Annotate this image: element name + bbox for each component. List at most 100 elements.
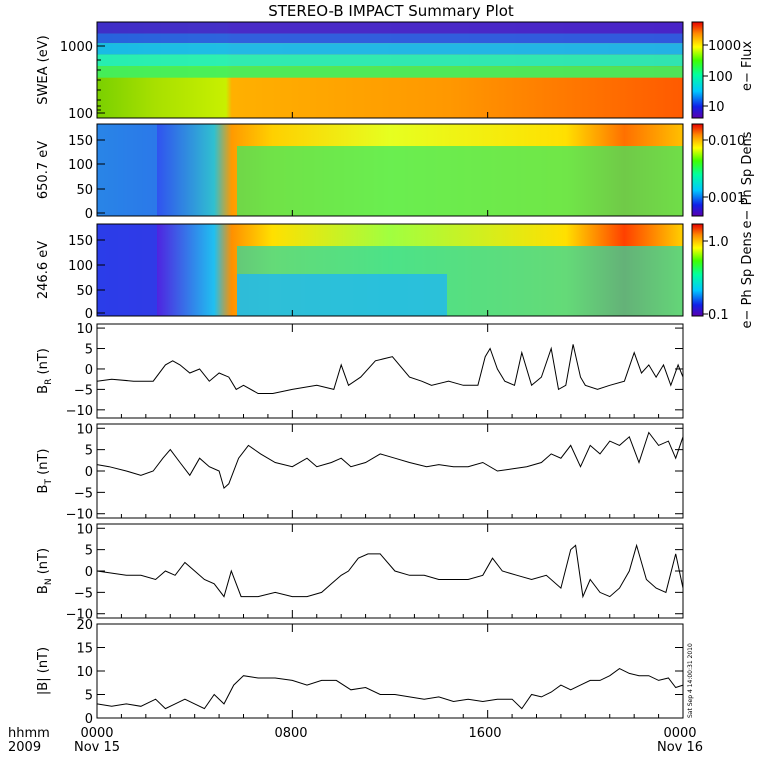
bmag-ylabel: |B| (nT) — [36, 647, 51, 695]
pad650-early-band — [97, 124, 157, 216]
pad246-low-band — [237, 274, 447, 316]
pad246-colorbar-tick-label: 1.0 — [708, 235, 729, 250]
swea-colorbar-label: e− Flux — [740, 41, 755, 91]
br-ylabel-main: B — [36, 385, 51, 394]
br-ylabel-unit: (nT) — [36, 348, 51, 378]
br-ytick-label: −10 — [66, 404, 93, 419]
pad246-frame — [96, 223, 684, 317]
swea-ylabel: SWEA (eV) — [36, 35, 51, 104]
bn-ytick-label: 10 — [76, 522, 93, 537]
swea-colorbar — [691, 21, 704, 119]
bt-ytick-label: 0 — [85, 465, 93, 480]
pad246-ytick-label: 0 — [85, 307, 93, 322]
br-frame — [96, 323, 684, 419]
bn-ylabel: BN (nT) — [36, 548, 54, 594]
pad650-ylabel: 650.7 eV — [36, 141, 51, 199]
chart-title: STEREO-B IMPACT Summary Plot — [268, 2, 514, 20]
swea-colorbar-tick-label: 100 — [708, 70, 733, 85]
pad650-mid-band — [237, 146, 683, 216]
bn-ytick-label: −5 — [74, 586, 93, 601]
time-axis-0000-start: 0000 — [80, 726, 113, 741]
bmag-frame — [96, 623, 684, 719]
br-ytick-label: −5 — [74, 383, 93, 398]
swea-colorbar-tick-label: 1000 — [708, 39, 741, 54]
swea-energy-band — [97, 43, 683, 55]
swea-energy-band — [97, 33, 683, 44]
pad246-ytick-label: 150 — [68, 234, 93, 249]
bn-ytick-label: 5 — [85, 544, 93, 559]
pad650-ytick-label: 100 — [68, 158, 93, 173]
br-panel: 10 5 0 −5 −10 BR (nT) — [36, 322, 684, 419]
time-axis-hhmm: hhmm — [8, 726, 50, 741]
pad650-colorbar — [691, 123, 704, 217]
bn-series-line — [96, 543, 684, 599]
pad246-ytick-label: 100 — [68, 259, 93, 274]
pad246-colorbar — [691, 223, 704, 317]
time-axis-0800: 0800 — [274, 726, 307, 741]
pad246-ylabel: 246.6 eV — [36, 241, 51, 299]
pad650-ytick-label: 50 — [76, 183, 93, 198]
time-axis: hhmm 0000 0800 1600 0000 2009 Nov 15 Nov… — [8, 726, 703, 755]
bmag-ytick-label: 10 — [76, 665, 93, 680]
pad650-frame — [96, 123, 684, 217]
pad246-colorbar-label: e− Ph Sp Dens — [740, 231, 755, 328]
bt-series-line — [96, 431, 684, 490]
pad246-early-band — [97, 224, 157, 316]
time-axis-0000-end: 0000 — [663, 726, 696, 741]
bn-ytick-label: 0 — [85, 565, 93, 580]
time-axis-end-date: Nov 16 — [657, 740, 703, 755]
bt-ylabel: BT (nT) — [36, 449, 54, 494]
pad246-panel: 150 100 50 0 246.6 eV 1.0 0.1 e− Ph Sp Dens — [36, 223, 755, 328]
bt-ytick-label: −10 — [66, 508, 93, 523]
bn-ylabel-unit: (nT) — [36, 548, 51, 578]
time-axis-start-date: Nov 15 — [74, 740, 120, 755]
pad650-colorbar-tick-label: 0.001 — [708, 191, 745, 206]
time-axis-1600: 1600 — [468, 726, 501, 741]
bmag-ylabel-main: |B| — [36, 677, 51, 695]
bmag-ytick-label: 15 — [76, 642, 93, 657]
pad650-colorbar-tick-label: 0.010 — [708, 134, 745, 149]
pad650-ytick-label: 150 — [68, 134, 93, 149]
pad650-colorbar-label: e− Ph Sp Dens — [740, 131, 755, 228]
br-ylabel: BR (nT) — [36, 348, 54, 394]
bn-ylabel-main: B — [36, 585, 51, 594]
swea-energy-band — [97, 66, 683, 78]
bn-frame — [96, 523, 684, 619]
bmag-series-line — [96, 668, 684, 710]
timestamp-stamp: Sat Sep 4 14:00:31 2010 — [687, 643, 694, 718]
bt-ytick-label: 5 — [85, 444, 93, 459]
bt-ytick-label: −5 — [74, 486, 93, 501]
pad246-ytick-label: 50 — [76, 284, 93, 299]
swea-colorbar-tick-label: 10 — [708, 100, 725, 115]
br-ytick-label: 5 — [85, 343, 93, 358]
swea-energy-band — [97, 22, 683, 34]
bt-ytick-label: 10 — [76, 422, 93, 437]
br-ytick-label: 0 — [85, 363, 93, 378]
swea-energy-band — [97, 54, 683, 67]
br-series-line — [96, 344, 684, 394]
bn-ylabel-sub: N — [44, 578, 54, 585]
bmag-ytick-label: 0 — [85, 712, 93, 727]
bn-ytick-label: −10 — [66, 608, 93, 623]
bt-panel: 10 5 0 −5 −10 BT (nT) — [36, 422, 684, 523]
swea-panel: 1000 100 SWEA (eV) 1000 100 10 e− Flux — [36, 21, 755, 122]
br-ytick-label: 10 — [76, 322, 93, 337]
pad246-colorbar-tick-label: 0.1 — [708, 308, 729, 323]
bt-ylabel-unit: (nT) — [36, 449, 51, 479]
swea-ytick-label: 100 — [68, 107, 93, 122]
pad650-ytick-label: 0 — [85, 207, 93, 222]
bmag-ylabel-unit: (nT) — [36, 647, 51, 677]
bt-frame — [96, 423, 684, 519]
time-axis-year: 2009 — [8, 740, 41, 755]
bmag-panel: 20 15 10 5 0 |B| (nT) — [36, 618, 684, 727]
bmag-ytick-label: 20 — [76, 618, 93, 633]
bt-ylabel-sub: T — [44, 479, 54, 486]
br-ylabel-sub: R — [44, 379, 54, 385]
bt-ylabel-main: B — [36, 485, 51, 494]
bn-panel: 10 5 0 −5 −10 BN (nT) — [36, 522, 684, 623]
bmag-ytick-label: 5 — [85, 689, 93, 704]
